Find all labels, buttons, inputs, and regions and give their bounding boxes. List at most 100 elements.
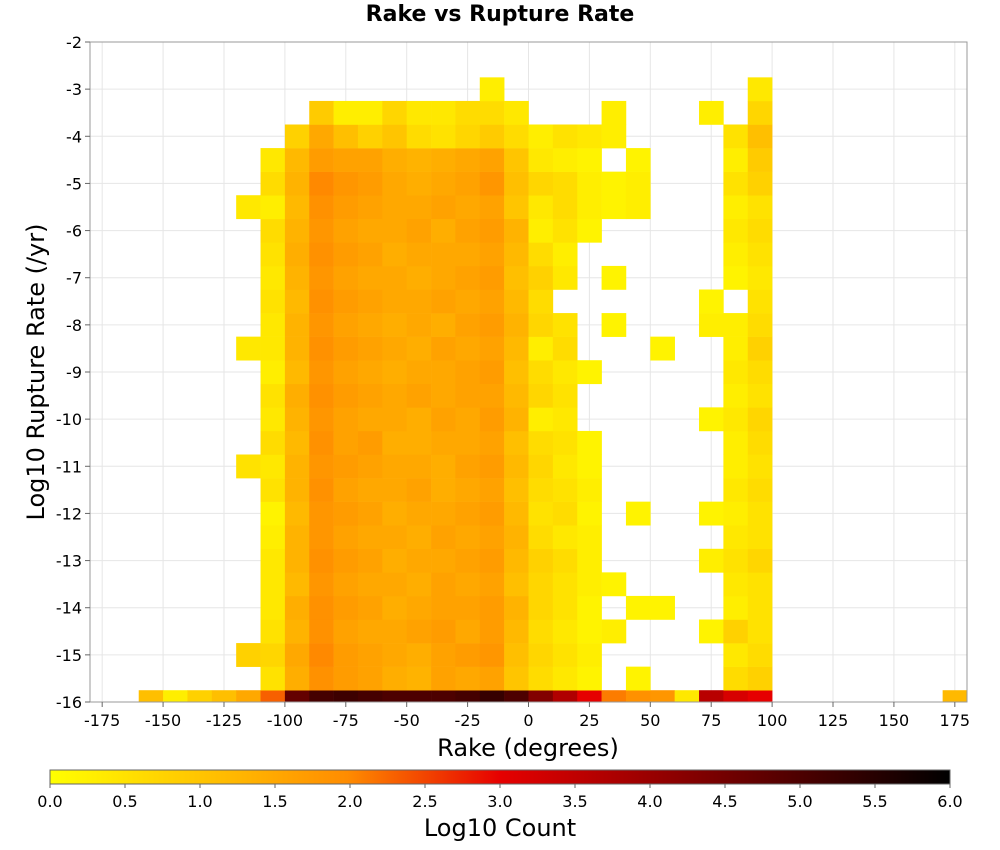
- heatmap-cell: [333, 501, 359, 526]
- heatmap-cell: [260, 666, 286, 691]
- heatmap-cell: [309, 619, 334, 644]
- heatmap-cells: [138, 77, 968, 703]
- heatmap-cell: [552, 383, 578, 408]
- colorbar-tick-label: 3.5: [562, 792, 587, 811]
- heatmap-cell: [163, 690, 188, 703]
- chart-title: Rake vs Rupture Rate: [365, 2, 635, 27]
- heatmap-cell: [601, 195, 627, 220]
- heatmap-cell: [431, 360, 456, 385]
- heatmap-cell: [552, 218, 578, 243]
- heatmap-cell: [357, 619, 383, 644]
- colorbar-tick-label: 5.0: [787, 792, 812, 811]
- heatmap-cell: [284, 501, 310, 526]
- heatmap-cell: [625, 595, 651, 620]
- heatmap-cell: [431, 430, 456, 455]
- heatmap-cell: [528, 218, 554, 243]
- heatmap-cell: [504, 265, 529, 290]
- heatmap-cell: [455, 666, 481, 691]
- heatmap-cell: [504, 454, 529, 479]
- heatmap-cell: [455, 289, 481, 314]
- heatmap-cell: [504, 148, 529, 172]
- heatmap-cell: [284, 289, 310, 314]
- heatmap-cell: [455, 690, 481, 703]
- heatmap-cell: [479, 690, 505, 703]
- heatmap-cell: [382, 383, 407, 408]
- heatmap-cell: [260, 525, 286, 550]
- heatmap-cell: [650, 336, 675, 361]
- heatmap-cell: [747, 265, 773, 290]
- heatmap-cell: [455, 383, 481, 408]
- heatmap-cell: [382, 407, 407, 432]
- heatmap-cell: [699, 313, 724, 337]
- heatmap-cell: [260, 407, 286, 432]
- heatmap-cell: [504, 666, 529, 691]
- heatmap-cell: [284, 265, 310, 290]
- heatmap-cell: [406, 124, 432, 149]
- heatmap-cell: [309, 218, 334, 243]
- heatmap-cell: [284, 619, 310, 644]
- heatmap-cell: [309, 148, 334, 172]
- x-tick-label: -100: [267, 711, 303, 730]
- heatmap-cell: [357, 430, 383, 455]
- x-tick-label: -25: [455, 711, 481, 730]
- heatmap-cell: [552, 643, 578, 667]
- heatmap-cell: [455, 525, 481, 550]
- y-tick-label: -6: [66, 222, 82, 241]
- heatmap-cell: [333, 265, 359, 290]
- heatmap-cell: [357, 100, 383, 125]
- heatmap-cell: [333, 666, 359, 691]
- heatmap-cell: [284, 218, 310, 243]
- heatmap-cell: [406, 572, 432, 597]
- x-tick-label: 0: [523, 711, 533, 730]
- colorbar-tick-label: 5.5: [862, 792, 887, 811]
- heatmap-cell: [455, 478, 481, 502]
- heatmap-cell: [284, 525, 310, 550]
- heatmap-cell: [333, 242, 359, 267]
- heatmap-cell: [357, 643, 383, 667]
- heatmap-cell: [723, 148, 749, 172]
- heatmap-cell: [552, 407, 578, 432]
- heatmap-cell: [723, 690, 749, 703]
- x-axis-title: Rake (degrees): [437, 734, 619, 762]
- heatmap-cell: [528, 478, 554, 502]
- heatmap-cell: [260, 265, 286, 290]
- heatmap-cell: [333, 572, 359, 597]
- heatmap-cell: [357, 478, 383, 502]
- heatmap-cell: [577, 501, 602, 526]
- heatmap-cell: [479, 619, 505, 644]
- heatmap-cell: [333, 313, 359, 337]
- heatmap-cell: [357, 407, 383, 432]
- heatmap-cell: [504, 430, 529, 455]
- heatmap-cell: [504, 595, 529, 620]
- heatmap-cell: [309, 407, 334, 432]
- heatmap-cell: [479, 430, 505, 455]
- heatmap-cell: [406, 100, 432, 125]
- heatmap-cell: [601, 690, 627, 703]
- heatmap-cell: [552, 242, 578, 267]
- heatmap-cell: [747, 100, 773, 125]
- heatmap-cell: [504, 360, 529, 385]
- heatmap-cell: [747, 690, 773, 703]
- heatmap-cell: [455, 171, 481, 196]
- heatmap-cell: [552, 478, 578, 502]
- heatmap-cell: [333, 100, 359, 125]
- heatmap-cell: [309, 360, 334, 385]
- heatmap-cell: [333, 478, 359, 502]
- heatmap-cell: [747, 336, 773, 361]
- heatmap-cell: [528, 360, 554, 385]
- heatmap-cell: [577, 548, 602, 573]
- heatmap-cell: [455, 572, 481, 597]
- heatmap-cell: [504, 124, 529, 149]
- heatmap-cell: [747, 407, 773, 432]
- heatmap-cell: [260, 430, 286, 455]
- heatmap-cell: [455, 100, 481, 125]
- heatmap-cell: [552, 548, 578, 573]
- heatmap-cell: [455, 454, 481, 479]
- x-tick-label: -150: [145, 711, 181, 730]
- heatmap-cell: [284, 242, 310, 267]
- heatmap-cell: [333, 171, 359, 196]
- heatmap-cell: [333, 148, 359, 172]
- heatmap-cell: [333, 619, 359, 644]
- heatmap-cell: [431, 124, 456, 149]
- heatmap-cell: [260, 595, 286, 620]
